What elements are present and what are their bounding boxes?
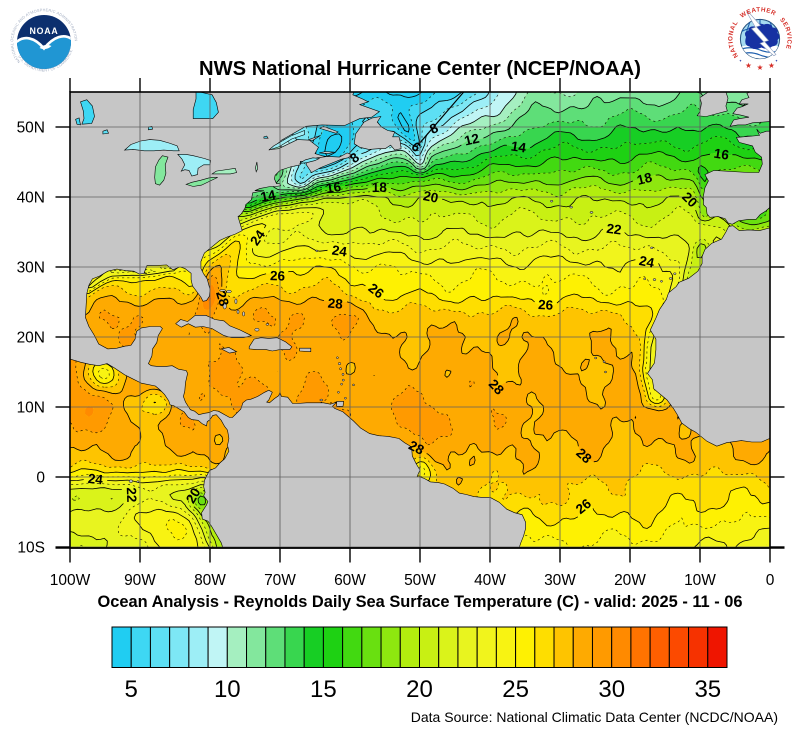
svg-text:✦: ✦: [739, 59, 743, 63]
svg-text:NOAA: NOAA: [29, 26, 58, 36]
svg-text:10S: 10S: [17, 540, 45, 557]
svg-text:10N: 10N: [17, 400, 45, 417]
svg-text:Ocean Analysis - Reynolds Dail: Ocean Analysis - Reynolds Daily Sea Surf…: [98, 593, 743, 611]
svg-text:26: 26: [538, 297, 554, 313]
svg-text:40W: 40W: [474, 572, 506, 589]
svg-text:24: 24: [87, 471, 104, 488]
svg-text:30N: 30N: [17, 260, 45, 277]
svg-text:SERVICE: SERVICE: [778, 17, 792, 51]
svg-text:20: 20: [422, 188, 440, 206]
svg-text:20W: 20W: [614, 572, 646, 589]
svg-text:15: 15: [310, 676, 337, 703]
svg-text:★: ★: [768, 61, 775, 70]
svg-text:30W: 30W: [544, 572, 576, 589]
svg-text:14: 14: [510, 138, 528, 155]
svg-text:30: 30: [598, 676, 625, 703]
svg-text:28: 28: [213, 289, 232, 308]
svg-text:22: 22: [606, 221, 623, 238]
svg-text:80W: 80W: [194, 572, 226, 589]
svg-text:50W: 50W: [404, 572, 436, 589]
svg-text:NATIONAL: NATIONAL: [727, 19, 740, 58]
svg-text:24: 24: [331, 243, 348, 260]
svg-text:22: 22: [124, 487, 139, 503]
svg-text:18: 18: [372, 180, 388, 195]
svg-text:28: 28: [406, 438, 427, 458]
svg-text:Data Source: National Climatic: Data Source: National Climatic Data Cent…: [411, 709, 778, 725]
svg-text:18: 18: [635, 170, 654, 188]
svg-text:100W: 100W: [50, 572, 91, 589]
svg-text:20: 20: [183, 485, 204, 506]
svg-text:28: 28: [327, 296, 344, 312]
svg-text:★: ★: [745, 61, 752, 70]
svg-text:50N: 50N: [17, 120, 45, 137]
svg-text:10W: 10W: [684, 572, 716, 589]
svg-text:16: 16: [325, 179, 342, 196]
svg-text:40N: 40N: [17, 190, 45, 207]
svg-text:25: 25: [502, 676, 529, 703]
svg-text:14: 14: [259, 187, 277, 205]
svg-text:NWS National Hurricane Center: NWS National Hurricane Center (NCEP/NOAA…: [199, 58, 641, 80]
svg-text:12: 12: [463, 131, 481, 149]
svg-text:0: 0: [766, 572, 775, 589]
svg-text:5: 5: [125, 676, 138, 703]
svg-text:24: 24: [638, 253, 656, 271]
svg-text:35: 35: [694, 676, 721, 703]
svg-text:26: 26: [270, 268, 286, 283]
svg-text:60W: 60W: [334, 572, 366, 589]
svg-text:★: ★: [757, 63, 764, 72]
svg-text:20N: 20N: [17, 330, 45, 347]
svg-text:16: 16: [713, 146, 731, 163]
svg-text:✦: ✦: [775, 59, 779, 63]
svg-text:0: 0: [36, 470, 45, 487]
svg-text:70W: 70W: [264, 572, 296, 589]
svg-text:10: 10: [214, 676, 241, 703]
svg-text:20: 20: [406, 676, 433, 703]
svg-text:90W: 90W: [124, 572, 156, 589]
svg-text:WEATHER: WEATHER: [739, 6, 777, 19]
